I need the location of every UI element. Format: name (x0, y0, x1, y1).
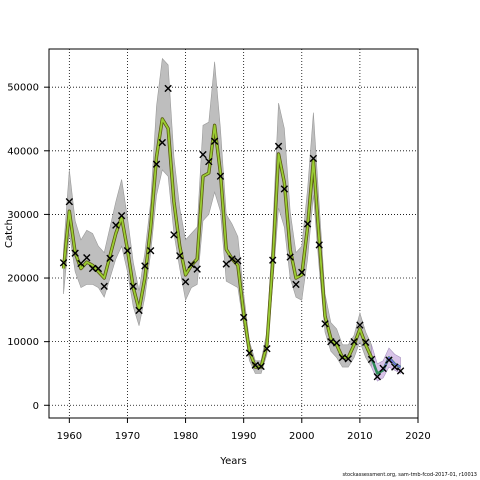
observed-point (135, 306, 143, 315)
observed-point (309, 154, 318, 163)
observed-point (228, 255, 236, 263)
observed-point (176, 252, 184, 260)
observed-point (164, 84, 172, 93)
observed-point (65, 197, 74, 206)
observed-point (257, 362, 265, 371)
observed-point (332, 339, 341, 347)
observed-point (356, 321, 364, 329)
observed-point (292, 280, 300, 289)
observed-point (77, 259, 85, 268)
observed-point (234, 257, 242, 265)
x-axis-title: Years (219, 456, 246, 467)
observed-point (94, 264, 103, 273)
observed-point (88, 264, 97, 273)
observed-point (210, 137, 219, 145)
x-tick-label: 1970 (115, 431, 140, 442)
confidence-bands (63, 57, 401, 382)
observed-point (245, 349, 254, 357)
fit-line (62, 118, 373, 369)
observed-point (158, 138, 167, 147)
recent-fit-line-secondary (382, 356, 401, 371)
observed-point (379, 364, 387, 373)
observed-point (280, 185, 289, 193)
observed-point (315, 241, 323, 249)
x-tick-label: 2020 (405, 431, 430, 442)
observed-point (106, 254, 114, 263)
observed-point (170, 231, 178, 239)
observed-point (216, 172, 225, 180)
x-tick-label: 1990 (231, 431, 256, 442)
y-axis-title: Catch (4, 219, 15, 248)
y-tick-label: 0 (33, 401, 39, 412)
observed-point (362, 338, 370, 346)
observed-point (187, 260, 196, 269)
observed-points (59, 84, 405, 381)
observed-point (129, 282, 137, 290)
observed-point (112, 221, 120, 229)
x-tick-label: 2000 (289, 431, 314, 442)
observed-point (327, 337, 335, 346)
observed-point (205, 157, 213, 166)
observed-point (71, 249, 79, 257)
x-tick-label: 1960 (57, 431, 82, 442)
observed-point (152, 160, 161, 168)
fit-lines (61, 117, 402, 375)
x-axis: 1960 1970 1980 1990 2000 2010 2020 (57, 418, 431, 442)
x-tick-label: 2010 (347, 431, 372, 442)
observed-point (269, 256, 277, 264)
observed-point (350, 337, 358, 346)
observed-point (123, 246, 132, 255)
plot-frame (48, 48, 419, 419)
observed-point (298, 268, 306, 277)
observed-point (373, 372, 382, 381)
y-tick-label: 20000 (7, 274, 39, 285)
y-axis: 0 10000 20000 30000 40000 50000 (7, 83, 49, 412)
observed-point (83, 253, 91, 262)
y-tick-label: 30000 (7, 210, 39, 221)
observed-point (251, 361, 259, 369)
y-tick-label: 50000 (7, 83, 39, 94)
y-tick-label: 40000 (7, 146, 39, 157)
observed-point (385, 356, 393, 364)
observed-point (367, 355, 376, 364)
footer-credit: stockassessment.org, sam-tmb-fcod-2017-0… (342, 472, 477, 478)
observed-point (222, 260, 230, 268)
observed-point (391, 363, 399, 371)
observed-point (117, 211, 126, 220)
observed-point (274, 142, 283, 151)
observed-point (286, 253, 294, 261)
observed-point (303, 220, 312, 228)
observed-point (263, 344, 271, 353)
x-tick-label: 1980 (173, 431, 198, 442)
observed-point (239, 313, 248, 322)
observed-point (181, 278, 190, 286)
observed-point (321, 320, 329, 328)
observed-point (59, 259, 68, 267)
observed-point (344, 355, 352, 363)
observed-point (141, 262, 149, 270)
observed-point (193, 265, 201, 273)
observed-point (338, 353, 347, 362)
observed-point (396, 367, 405, 375)
observed-point (146, 246, 155, 255)
observed-point (100, 282, 108, 290)
y-tick-label: 10000 (7, 337, 39, 348)
observed-point (199, 150, 207, 159)
confidence-band (63, 57, 372, 374)
